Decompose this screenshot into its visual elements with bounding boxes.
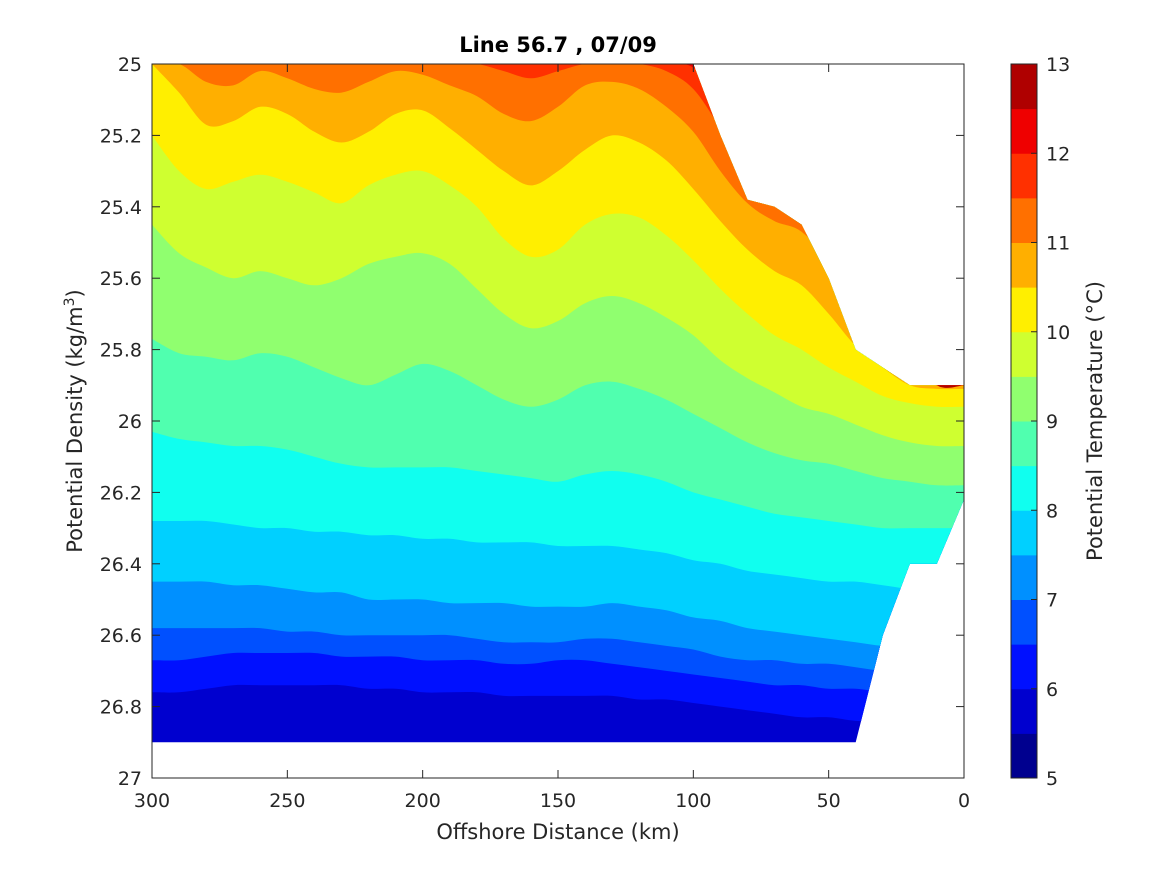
colorbar: 5 6 7 8 9 10 11 12 13 <box>1010 54 1070 790</box>
colorbar-label: Potential Temperature (°C) <box>1083 281 1107 561</box>
y-tick-label: 26.2 <box>100 482 142 504</box>
colorbar-swatch <box>1011 688 1037 734</box>
colorbar-swatch <box>1011 108 1037 154</box>
colorbar-swatch <box>1011 64 1037 110</box>
x-axis-label: Offshore Distance (km) <box>436 820 679 844</box>
colorbar-tick-label: 11 <box>1046 233 1070 255</box>
colorbar-tick-label: 7 <box>1046 590 1058 612</box>
x-tick-label: 0 <box>958 790 970 812</box>
colorbar-swatch <box>1011 197 1037 243</box>
colorbar-swatch <box>1011 465 1037 511</box>
y-tick-label: 25 <box>118 54 142 76</box>
x-tick-label: 150 <box>540 790 576 812</box>
colorbar-tick-label: 8 <box>1046 500 1058 522</box>
y-tick-label: 26.6 <box>100 625 142 647</box>
colorbar-swatch <box>1011 242 1037 288</box>
colorbar-swatch <box>1011 421 1037 467</box>
colorbar-tick-label: 10 <box>1046 322 1070 344</box>
colorbar-swatch <box>1011 644 1037 690</box>
x-tick-label: 100 <box>675 790 711 812</box>
colorbar-tick-label: 12 <box>1046 143 1070 165</box>
y-tick-label: 26 <box>118 411 142 433</box>
x-tick-label: 50 <box>817 790 841 812</box>
y-tick-label: 27 <box>118 768 142 790</box>
plot-area <box>152 64 964 743</box>
x-axis: 300 250 200 150 100 50 0 <box>134 64 970 812</box>
y-axis-label-close: ) <box>63 289 87 297</box>
y-axis-label-superscript: 3 <box>62 297 78 306</box>
colorbar-tick-label: 9 <box>1046 411 1058 433</box>
y-tick-label: 26.4 <box>100 554 142 576</box>
colorbar-swatch <box>1011 733 1037 779</box>
colorbar-swatch <box>1011 376 1037 422</box>
colorbar-tick-label: 5 <box>1046 768 1058 790</box>
x-tick-label: 200 <box>405 790 441 812</box>
colorbar-swatch <box>1011 287 1037 333</box>
y-axis-label-main: Potential Density (kg/m <box>63 306 87 552</box>
colorbar-swatch <box>1011 554 1037 600</box>
x-tick-label: 250 <box>269 790 305 812</box>
y-tick-label: 25.8 <box>100 340 142 362</box>
colorbar-swatch <box>1011 153 1037 199</box>
colorbar-tick-label: 6 <box>1046 679 1058 701</box>
y-axis-label: Potential Density (kg/m3) <box>62 289 87 553</box>
y-tick-label: 25.2 <box>100 125 142 147</box>
colorbar-swatch <box>1011 331 1037 377</box>
y-axis: 25 25.2 25.4 25.6 25.8 26 26.2 26.4 26.6 26.8 27 <box>100 54 964 790</box>
y-tick-label: 25.4 <box>100 197 142 219</box>
colorbar-swatch <box>1011 510 1037 556</box>
chart-title: Line 56.7 , 07/09 <box>459 33 657 57</box>
contour-fill-group <box>152 64 964 743</box>
y-tick-label: 26.8 <box>100 697 142 719</box>
x-tick-label: 300 <box>134 790 170 812</box>
y-tick-label: 25.6 <box>100 268 142 290</box>
colorbar-swatch <box>1011 599 1037 645</box>
colorbar-tick-label: 13 <box>1046 54 1070 76</box>
